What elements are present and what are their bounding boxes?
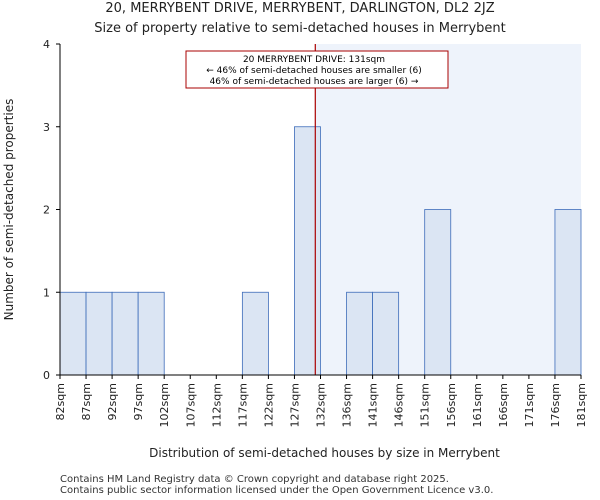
x-tick-label: 122sqm <box>262 383 275 427</box>
y-tick-label: 2 <box>43 204 50 217</box>
bar-92sqm <box>111 291 139 376</box>
annotation-box <box>185 50 449 89</box>
x-tick-label: 156sqm <box>445 383 458 427</box>
x-tick-label: 141sqm <box>367 383 380 427</box>
x-tick-label: 87sqm <box>80 383 93 420</box>
x-tick-label: 127sqm <box>288 383 301 427</box>
bar-141sqm <box>372 291 400 376</box>
y-axis-label: Number of semi-detached properties <box>2 99 16 321</box>
x-tick-label: 112sqm <box>210 383 223 427</box>
x-tick-label: 117sqm <box>236 383 249 427</box>
bar-136sqm <box>346 291 373 376</box>
annotation-line-2: ← 46% of semi-detached houses are smalle… <box>206 66 422 76</box>
x-tick-label: 136sqm <box>341 383 354 427</box>
y-tick-label: 0 <box>43 369 50 382</box>
bar-82sqm <box>59 291 87 376</box>
bar-117sqm <box>241 291 269 376</box>
x-tick-label: 97sqm <box>132 383 145 420</box>
annotation-line-1: 20 MERRYBENT DRIVE: 131sqm <box>243 55 385 65</box>
x-tick-label: 92sqm <box>106 383 119 420</box>
bar-127sqm <box>294 126 321 376</box>
bar-87sqm <box>85 291 113 376</box>
x-tick-label: 146sqm <box>393 383 406 427</box>
y-tick-label: 1 <box>43 286 50 299</box>
footer-line-2: Contains public sector information licen… <box>60 485 494 496</box>
chart-subtitle: Size of property relative to semi-detach… <box>94 21 506 36</box>
x-axis-label: Distribution of semi-detached houses by … <box>149 446 500 460</box>
bar-176sqm <box>554 209 582 376</box>
y-tick-label: 3 <box>43 121 50 134</box>
x-tick-label: 82sqm <box>54 383 67 420</box>
x-tick-label: 176sqm <box>549 383 562 427</box>
x-tick-label: 161sqm <box>471 383 484 427</box>
y-tick-label: 4 <box>43 38 50 51</box>
x-tick-label: 102sqm <box>158 383 171 427</box>
x-tick-label: 171sqm <box>523 383 536 427</box>
x-tick-label: 166sqm <box>497 383 510 427</box>
bar-151sqm <box>424 209 452 376</box>
x-tick-label: 107sqm <box>184 383 197 427</box>
x-tick-label: 132sqm <box>315 383 328 427</box>
x-tick-label: 181sqm <box>575 383 588 427</box>
bar-97sqm <box>137 291 165 376</box>
x-tick-label: 151sqm <box>419 383 432 427</box>
annotation-line-3: 46% of semi-detached houses are larger (… <box>210 77 419 87</box>
chart-title: 20, MERRYBENT DRIVE, MERRYBENT, DARLINGT… <box>105 1 495 16</box>
footer-line-1: Contains HM Land Registry data © Crown c… <box>60 474 449 485</box>
